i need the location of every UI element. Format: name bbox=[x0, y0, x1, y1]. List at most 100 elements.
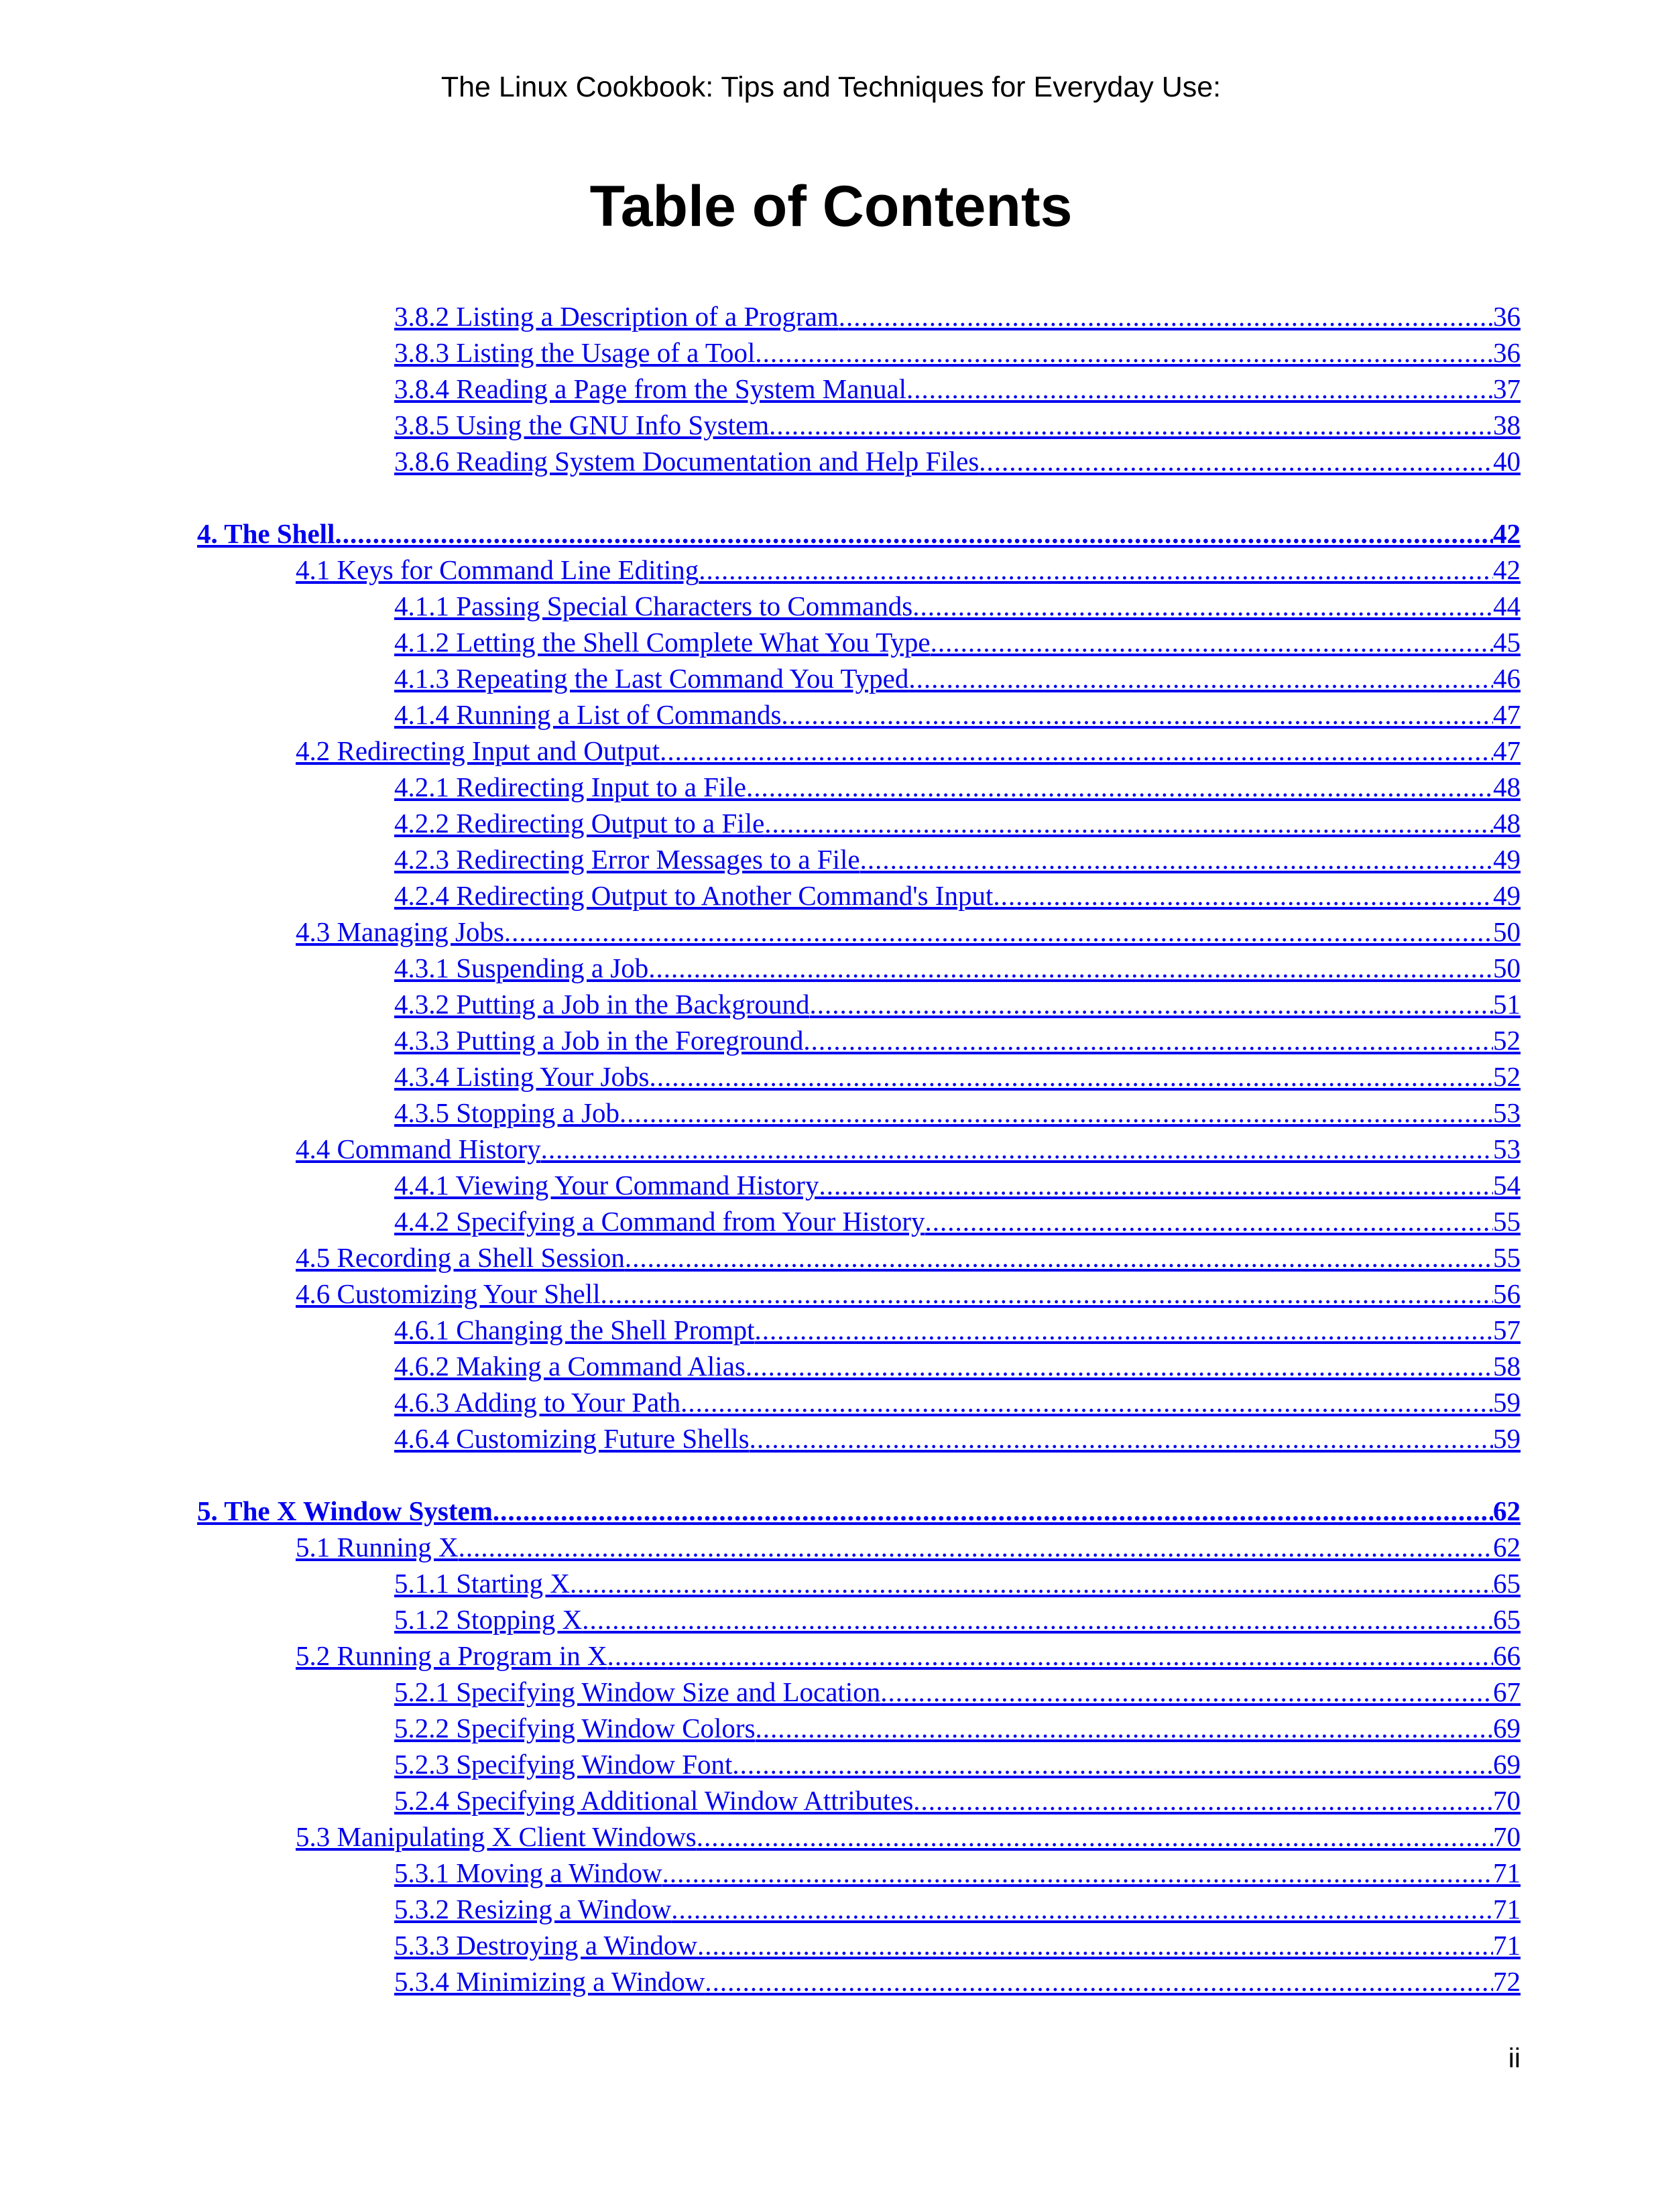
toc-dot-leader: ........................................… bbox=[769, 410, 1493, 440]
toc-section-link[interactable]: 4.1 Keys for Command Line Editing.......… bbox=[296, 552, 1521, 588]
toc-dot-leader: ........................................… bbox=[607, 1640, 1493, 1671]
toc-section-link[interactable]: 4.1.4 Running a List of Commands........… bbox=[394, 696, 1521, 733]
toc-page-number: 50 bbox=[1493, 916, 1521, 947]
toc-page-number: 51 bbox=[1493, 989, 1521, 1020]
toc-section-link[interactable]: 4.6.3 Adding to Your Path...............… bbox=[394, 1384, 1521, 1420]
toc-section-link[interactable]: 5.2.4 Specifying Additional Window Attri… bbox=[394, 1782, 1521, 1819]
toc-section-link[interactable]: 4.6.1 Changing the Shell Prompt.........… bbox=[394, 1312, 1521, 1348]
toc-entry-title: 3.8.6 Reading System Documentation and H… bbox=[394, 446, 980, 477]
toc-section-link[interactable]: 5.1.1 Starting X........................… bbox=[394, 1565, 1521, 1601]
toc-entry-title: 4. The Shell bbox=[197, 518, 335, 549]
toc-section-link[interactable]: 4.2.3 Redirecting Error Messages to a Fi… bbox=[394, 841, 1521, 877]
toc-dot-leader: ........................................… bbox=[913, 1785, 1493, 1816]
toc-page-number: 42 bbox=[1493, 518, 1521, 549]
toc-section-link[interactable]: 3.8.4 Reading a Page from the System Man… bbox=[394, 371, 1521, 407]
toc-page-number: 70 bbox=[1493, 1785, 1521, 1816]
toc-page-number: 58 bbox=[1493, 1351, 1521, 1381]
toc-entry-title: 5.1 Running X bbox=[296, 1532, 459, 1562]
toc-dot-leader: ........................................… bbox=[781, 699, 1493, 730]
toc-page-number: 69 bbox=[1493, 1713, 1521, 1743]
toc-section-link[interactable]: 4.3.5 Stopping a Job....................… bbox=[394, 1095, 1521, 1131]
toc-entry-title: 4.1.2 Letting the Shell Complete What Yo… bbox=[394, 627, 931, 658]
toc-section-link[interactable]: 3.8.3 Listing the Usage of a Tool.......… bbox=[394, 334, 1521, 371]
toc-entry-title: 5.2.1 Specifying Window Size and Locatio… bbox=[394, 1676, 881, 1707]
toc-section-link[interactable]: 5.3 Manipulating X Client Windows.......… bbox=[296, 1819, 1521, 1855]
toc-entry-title: 3.8.2 Listing a Description of a Program bbox=[394, 301, 839, 332]
toc-section-link[interactable]: 4.3.4 Listing Your Jobs.................… bbox=[394, 1058, 1521, 1095]
toc-dot-leader: ........................................… bbox=[764, 808, 1493, 839]
toc-section-link[interactable]: 4.1.2 Letting the Shell Complete What Yo… bbox=[394, 624, 1521, 660]
toc-section-link[interactable]: 5.3.3 Destroying a Window...............… bbox=[394, 1927, 1521, 1963]
toc-entry-title: 5.3 Manipulating X Client Windows bbox=[296, 1821, 697, 1852]
toc-entry-title: 4.4.1 Viewing Your Command History bbox=[394, 1170, 819, 1201]
toc-section-link[interactable]: 5.2.1 Specifying Window Size and Locatio… bbox=[394, 1674, 1521, 1710]
toc-section-link[interactable]: 3.8.5 Using the GNU Info System.........… bbox=[394, 407, 1521, 443]
toc-section-link[interactable]: 4.4.2 Specifying a Command from Your His… bbox=[394, 1203, 1521, 1239]
toc-section-link[interactable]: 3.8.6 Reading System Documentation and H… bbox=[394, 443, 1521, 479]
toc-section-link[interactable]: 5.1.2 Stopping X........................… bbox=[394, 1601, 1521, 1638]
toc-section-link[interactable]: 5.1 Running X...........................… bbox=[296, 1529, 1521, 1565]
toc-section-link[interactable]: 4.2.1 Redirecting Input to a File.......… bbox=[394, 769, 1521, 805]
toc-page-number: 36 bbox=[1493, 337, 1521, 368]
toc-section-link[interactable]: 4.2 Redirecting Input and Output........… bbox=[296, 733, 1521, 769]
toc-page-number: 50 bbox=[1493, 953, 1521, 983]
toc-section-link[interactable]: 4.1.1 Passing Special Characters to Comm… bbox=[394, 588, 1521, 624]
toc-page-number: 42 bbox=[1493, 554, 1521, 585]
toc-section-link[interactable]: 5.2 Running a Program in X..............… bbox=[296, 1638, 1521, 1674]
toc-section-link[interactable]: 4.2.4 Redirecting Output to Another Comm… bbox=[394, 877, 1521, 914]
toc-entry-title: 4.6.3 Adding to Your Path bbox=[394, 1387, 681, 1418]
toc-section-link[interactable]: 4.1.3 Repeating the Last Command You Typ… bbox=[394, 660, 1521, 696]
toc-dot-leader: ........................................… bbox=[803, 1025, 1493, 1056]
toc-section-link[interactable]: 4.2.2 Redirecting Output to a File......… bbox=[394, 805, 1521, 841]
toc-entry-title: 4.3.1 Suspending a Job bbox=[394, 953, 649, 983]
toc-section-link[interactable]: 5.3.4 Minimizing a Window...............… bbox=[394, 1963, 1521, 2000]
toc-entry-title: 4.2.4 Redirecting Output to Another Comm… bbox=[394, 880, 994, 911]
toc-page-number: 44 bbox=[1493, 591, 1521, 621]
toc-page-number: 47 bbox=[1493, 699, 1521, 730]
toc-dot-leader: ........................................… bbox=[458, 1532, 1493, 1562]
toc-section-link[interactable]: 4.3 Managing Jobs.......................… bbox=[296, 914, 1521, 950]
toc-dot-leader: ........................................… bbox=[619, 1097, 1493, 1128]
toc-section-link[interactable]: 4.5 Recording a Shell Session...........… bbox=[296, 1239, 1521, 1276]
toc-section-link[interactable]: 4.6.4 Customizing Future Shells.........… bbox=[394, 1420, 1521, 1457]
toc-chapter-link[interactable]: 4. The Shell............................… bbox=[197, 515, 1521, 552]
toc-page-number: 62 bbox=[1493, 1495, 1521, 1526]
toc-dot-leader: ........................................… bbox=[809, 989, 1493, 1020]
toc-dot-leader: ........................................… bbox=[624, 1242, 1493, 1273]
toc-dot-leader: ........................................… bbox=[925, 1206, 1494, 1237]
toc-entry-title: 4.2.3 Redirecting Error Messages to a Fi… bbox=[394, 844, 860, 875]
toc-section-link[interactable]: 4.3.1 Suspending a Job..................… bbox=[394, 950, 1521, 986]
toc-section-link[interactable]: 5.2.2 Specifying Window Colors..........… bbox=[394, 1710, 1521, 1746]
toc-page-number: 49 bbox=[1493, 880, 1521, 911]
toc-page-number: 53 bbox=[1493, 1133, 1521, 1164]
toc-section-link[interactable]: 4.6 Customizing Your Shell..............… bbox=[296, 1276, 1521, 1312]
toc-section-link[interactable]: 5.3.1 Moving a Window...................… bbox=[394, 1855, 1521, 1891]
toc-dot-leader: ........................................… bbox=[697, 1930, 1493, 1961]
toc-section-link[interactable]: 4.3.2 Putting a Job in the Background...… bbox=[394, 986, 1521, 1022]
running-header: The Linux Cookbook: Tips and Techniques … bbox=[440, 71, 1222, 103]
toc-page-number: 45 bbox=[1493, 627, 1521, 658]
page-number: ii bbox=[1508, 2042, 1521, 2073]
toc-dot-leader: ........................................… bbox=[660, 735, 1493, 766]
toc-dot-leader: ........................................… bbox=[492, 1495, 1493, 1526]
toc-section-link[interactable]: 4.4.1 Viewing Your Command History......… bbox=[394, 1167, 1521, 1203]
toc-entry-title: 4.2.1 Redirecting Input to a File bbox=[394, 772, 746, 802]
toc-section-link[interactable]: 3.8.2 Listing a Description of a Program… bbox=[394, 298, 1521, 334]
toc-section-link[interactable]: 4.4 Command History.....................… bbox=[296, 1131, 1521, 1167]
toc-section-link[interactable]: 4.6.2 Making a Command Alias............… bbox=[394, 1348, 1521, 1384]
toc-section-link[interactable]: 5.3.2 Resizing a Window.................… bbox=[394, 1891, 1521, 1927]
toc-dot-leader: ........................................… bbox=[335, 518, 1493, 549]
toc-dot-leader: ........................................… bbox=[540, 1133, 1493, 1164]
toc-section-link[interactable]: 5.2.3 Specifying Window Font............… bbox=[394, 1746, 1521, 1782]
toc-entry-title: 4.3.4 Listing Your Jobs bbox=[394, 1061, 650, 1092]
toc-page-number: 38 bbox=[1493, 410, 1521, 440]
toc-entry-title: 4.1 Keys for Command Line Editing bbox=[296, 554, 699, 585]
toc-section-link[interactable]: 4.3.3 Putting a Job in the Foreground...… bbox=[394, 1022, 1521, 1058]
toc-dot-leader: ........................................… bbox=[732, 1749, 1493, 1780]
toc-page-number: 54 bbox=[1493, 1170, 1521, 1201]
toc-chapter-link[interactable]: 5. The X Window System..................… bbox=[197, 1493, 1521, 1529]
toc-page-number: 65 bbox=[1493, 1568, 1521, 1599]
toc-page-number: 57 bbox=[1493, 1314, 1521, 1345]
table-of-contents: 3.8.2 Listing a Description of a Program… bbox=[0, 298, 1662, 2014]
toc-entry-title: 3.8.4 Reading a Page from the System Man… bbox=[394, 373, 907, 404]
